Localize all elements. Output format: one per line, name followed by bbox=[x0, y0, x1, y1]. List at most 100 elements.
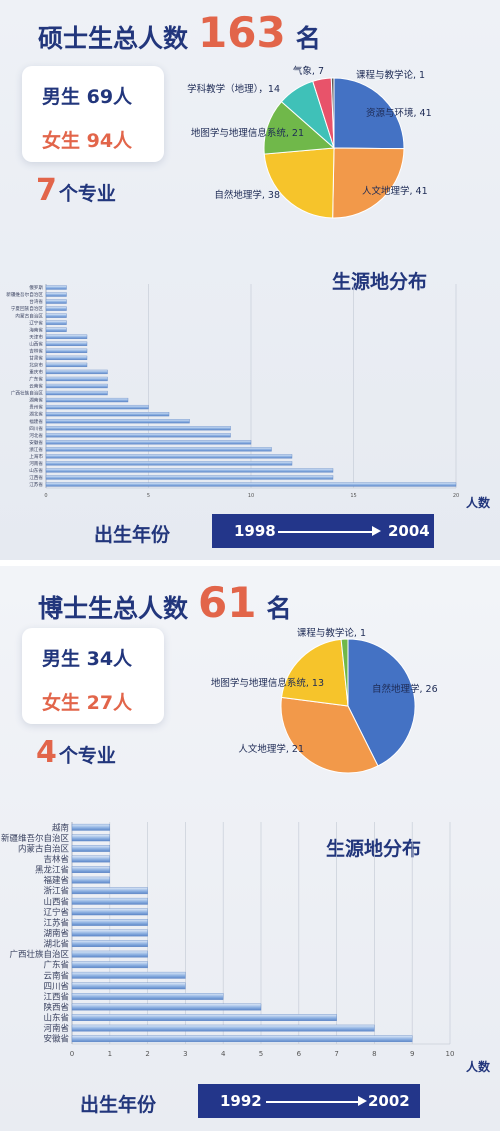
masters-section: 硕士生总人数 163 名 男生 69人 女生 94人 7 个专业 资源与环境, … bbox=[0, 0, 500, 560]
masters-bar-category-label-23: 浙江省 bbox=[29, 446, 43, 453]
doctoral-headline-suffix: 名 bbox=[266, 594, 292, 623]
masters-bar-bar-13 bbox=[45, 376, 108, 382]
doctoral-pie-slice-label-3: 课程与教学论, 1 bbox=[297, 627, 366, 639]
masters-bar-category-label-26: 山东省 bbox=[29, 467, 43, 474]
masters-bar-bar-18 bbox=[45, 412, 170, 417]
doctoral-arrow-icon bbox=[358, 1096, 367, 1106]
masters-bar-bar-28 bbox=[45, 482, 457, 487]
masters-bar-category-label-8: 山西省 bbox=[29, 340, 43, 347]
doctoral-bar-category-label-20: 安徽省 bbox=[43, 1034, 69, 1045]
doctoral-bar-bar-3 bbox=[71, 855, 110, 863]
doctoral-bar-bar-13 bbox=[71, 961, 148, 969]
doctoral-bar-category-label-15: 四川省 bbox=[43, 981, 69, 992]
doctoral-major-pie-chart: 自然地理学, 26 人文地理学, 21 地图学与地理信息系统, 13 课程与教学论, … bbox=[211, 627, 438, 774]
doctoral-bar-category-label-17: 陕西省 bbox=[43, 1002, 69, 1013]
masters-bar-category-label-13: 广东省 bbox=[29, 376, 43, 383]
masters-total: 163 bbox=[198, 8, 286, 57]
doctoral-bar-x-tick-1: 1 bbox=[108, 1050, 112, 1058]
doctoral-bar-bar-14 bbox=[71, 971, 186, 979]
masters-pie-slice-label-6: 课程与教学论, 1 bbox=[356, 69, 425, 81]
masters-bar-bar-4 bbox=[45, 313, 67, 318]
doctoral-bar-bar-15 bbox=[71, 982, 186, 990]
doctoral-birth-label: 出生年份 bbox=[80, 1094, 157, 1116]
masters-bar-bar-21 bbox=[45, 433, 231, 438]
doctoral-bar-category-label-0: 越南 bbox=[52, 822, 69, 833]
masters-bar-bar-12 bbox=[45, 369, 108, 375]
masters-bar-category-label-22: 安徽省 bbox=[29, 439, 43, 446]
masters-headline-suffix: 名 bbox=[295, 24, 321, 53]
doctoral-bar-bar-10 bbox=[71, 929, 148, 937]
doctoral-bar-bar-4 bbox=[71, 866, 110, 873]
masters-bar-category-label-19: 福建省 bbox=[29, 418, 43, 425]
doctoral-bar-bar-7 bbox=[71, 897, 148, 905]
masters-bar-bar-15 bbox=[45, 390, 108, 396]
masters-majors-number: 7 bbox=[36, 173, 57, 208]
masters-bar-bar-11 bbox=[45, 362, 88, 368]
masters-bar-bar-8 bbox=[45, 341, 88, 346]
masters-bar-category-label-2: 台湾省 bbox=[29, 298, 43, 305]
masters-pie-slice-label-1: 人文地理学, 41 bbox=[362, 185, 428, 197]
doctoral-bar-category-label-2: 内蒙古自治区 bbox=[18, 843, 70, 854]
doctoral-bar-category-label-9: 江苏省 bbox=[43, 917, 69, 928]
doctoral-bar-category-label-12: 广西壮族自治区 bbox=[9, 949, 69, 960]
masters-bar-bar-2 bbox=[45, 299, 67, 304]
masters-male-count: 男生 69人 bbox=[42, 86, 133, 108]
doctoral-bar-bar-1 bbox=[71, 834, 110, 842]
doctoral-section: 博士生总人数 61 名 男生 34人 女生 27人 4 个专业 自然地理学, 2… bbox=[0, 566, 500, 1131]
doctoral-male-count: 男生 34人 bbox=[42, 648, 133, 670]
doctoral-bar-bar-5 bbox=[71, 876, 110, 884]
masters-bar-category-label-9: 吉林省 bbox=[29, 347, 43, 354]
doctoral-bar-x-tick-8: 8 bbox=[372, 1050, 376, 1058]
doctoral-bar-category-label-6: 浙江省 bbox=[43, 886, 69, 897]
masters-birth-start: 1998 bbox=[234, 522, 276, 540]
masters-headline: 硕士生总人数 163 名 bbox=[38, 12, 321, 54]
doctoral-region-title: 生源地分布 bbox=[326, 838, 422, 860]
masters-bar-bar-7 bbox=[45, 334, 88, 339]
doctoral-bar-category-label-8: 辽宁省 bbox=[43, 907, 69, 918]
masters-bar-category-label-25: 河南省 bbox=[29, 460, 43, 467]
masters-bar-category-label-11: 北京市 bbox=[29, 362, 43, 369]
doctoral-bar-category-label-13: 广东省 bbox=[43, 960, 69, 971]
masters-bar-bar-19 bbox=[45, 419, 190, 424]
doctoral-bar-bar-9 bbox=[71, 919, 148, 926]
doctoral-pie-slice-0 bbox=[347, 638, 416, 767]
doctoral-pie-slice-label-1: 人文地理学, 21 bbox=[238, 743, 304, 755]
doctoral-bar-x-tick-9: 9 bbox=[410, 1050, 414, 1058]
masters-bar-bar-10 bbox=[45, 355, 88, 360]
doctoral-bar-bar-17 bbox=[71, 1003, 262, 1011]
masters-bar-x-tick-0: 0 bbox=[44, 493, 47, 499]
doctoral-headline: 博士生总人数 61 名 bbox=[38, 582, 291, 624]
masters-bar-bar-14 bbox=[45, 383, 108, 389]
masters-birth-end: 2004 bbox=[388, 522, 430, 540]
masters-bar-bar-5 bbox=[45, 320, 67, 325]
masters-bar-x-tick-1: 5 bbox=[147, 493, 150, 499]
doctoral-female-count: 女生 27人 bbox=[42, 692, 133, 714]
masters-bar-x-tick-4: 20 bbox=[453, 493, 459, 499]
doctoral-gender-card: 男生 34人 女生 27人 bbox=[22, 628, 164, 724]
masters-headline-prefix: 硕士生总人数 bbox=[38, 24, 189, 53]
masters-bar-category-label-6: 海南省 bbox=[29, 326, 43, 333]
doctoral-birth-range: 1992 2002 bbox=[198, 1084, 420, 1118]
masters-bar-x-tick-2: 10 bbox=[248, 493, 254, 499]
doctoral-bar-x-tick-6: 6 bbox=[297, 1050, 302, 1058]
masters-pie-slice-label-3: 地图学与地理信息系统, 21 bbox=[191, 127, 304, 139]
doctoral-pie-slice-1 bbox=[280, 696, 379, 774]
masters-bar-bar-17 bbox=[45, 404, 149, 410]
doctoral-bar-category-label-14: 云南省 bbox=[43, 970, 69, 981]
doctoral-bar-bar-19 bbox=[71, 1024, 375, 1032]
doctoral-bar-bar-2 bbox=[71, 845, 110, 852]
masters-pie-slice-1 bbox=[332, 147, 405, 219]
masters-bar-category-label-3: 宁夏回族自治区 bbox=[11, 305, 44, 312]
doctoral-birth-start: 1992 bbox=[220, 1092, 262, 1110]
masters-pie-slice-label-2: 自然地理学, 38 bbox=[214, 189, 280, 201]
doctoral-bar-bar-18 bbox=[71, 1014, 337, 1021]
masters-bar-category-label-14: 云南省 bbox=[29, 383, 43, 390]
masters-bar-bar-20 bbox=[45, 426, 231, 431]
masters-birth-label: 出生年份 bbox=[94, 524, 171, 546]
doctoral-bar-category-label-11: 湖北省 bbox=[43, 939, 69, 950]
doctoral-bar-category-label-19: 河南省 bbox=[43, 1023, 69, 1034]
doctoral-bar-bar-0 bbox=[71, 823, 110, 831]
masters-pie-slice-6 bbox=[330, 77, 335, 149]
masters-bar-category-label-21: 河北省 bbox=[29, 432, 43, 439]
doctoral-bar-x-tick-7: 7 bbox=[334, 1050, 338, 1058]
